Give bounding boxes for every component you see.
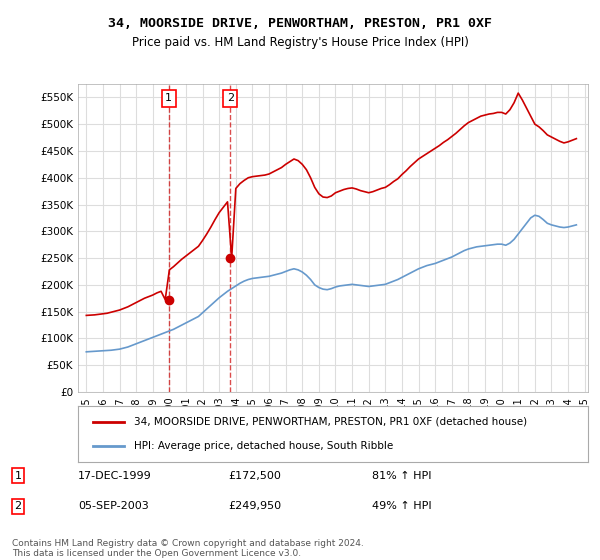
- Text: HPI: Average price, detached house, South Ribble: HPI: Average price, detached house, Sout…: [134, 441, 394, 451]
- Text: £249,950: £249,950: [228, 501, 281, 511]
- Text: 05-SEP-2003: 05-SEP-2003: [78, 501, 149, 511]
- Text: 2: 2: [227, 93, 234, 103]
- Text: Contains HM Land Registry data © Crown copyright and database right 2024.
This d: Contains HM Land Registry data © Crown c…: [12, 539, 364, 558]
- Text: 81% ↑ HPI: 81% ↑ HPI: [372, 470, 431, 480]
- Text: 49% ↑ HPI: 49% ↑ HPI: [372, 501, 431, 511]
- Text: 34, MOORSIDE DRIVE, PENWORTHAM, PRESTON, PR1 0XF (detached house): 34, MOORSIDE DRIVE, PENWORTHAM, PRESTON,…: [134, 417, 527, 427]
- Text: 34, MOORSIDE DRIVE, PENWORTHAM, PRESTON, PR1 0XF: 34, MOORSIDE DRIVE, PENWORTHAM, PRESTON,…: [108, 17, 492, 30]
- Text: 17-DEC-1999: 17-DEC-1999: [78, 470, 152, 480]
- Text: 2: 2: [14, 501, 22, 511]
- Text: £172,500: £172,500: [228, 470, 281, 480]
- Text: 1: 1: [165, 93, 172, 103]
- Text: Price paid vs. HM Land Registry's House Price Index (HPI): Price paid vs. HM Land Registry's House …: [131, 36, 469, 49]
- Text: 1: 1: [14, 470, 22, 480]
